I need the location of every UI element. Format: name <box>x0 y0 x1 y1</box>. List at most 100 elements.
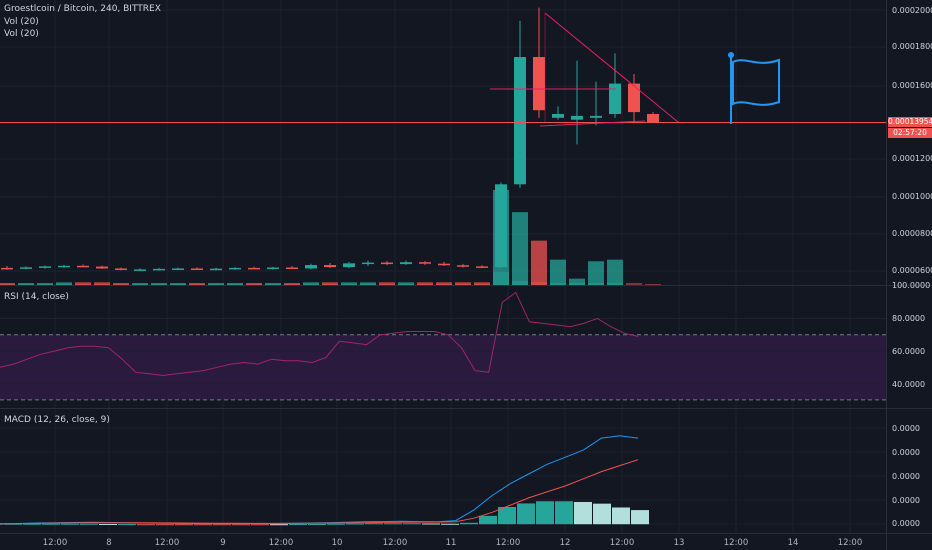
candle-body <box>343 263 355 268</box>
price-tick: 0.00010000 <box>892 192 932 201</box>
volume-bar-small <box>436 282 452 285</box>
volume-bar-small <box>18 283 34 285</box>
flag-icon <box>732 58 780 106</box>
macd-histogram-bar <box>327 523 345 525</box>
macd-histogram-bar <box>593 503 611 525</box>
macd-tick: 0.0000 <box>892 472 920 481</box>
time-tick: 14 <box>787 538 799 548</box>
candle-body <box>172 268 184 270</box>
candle-body <box>153 268 165 271</box>
volume-legend-1[interactable]: Vol (20) <box>4 17 39 27</box>
rsi-band <box>0 334 886 400</box>
volume-bar-small <box>607 283 623 285</box>
rsi-tick: 60.0000 <box>892 347 926 356</box>
candle-body <box>39 266 51 268</box>
candle-body <box>571 115 583 120</box>
macd-histogram-bar <box>175 524 193 526</box>
macd-histogram-bar <box>460 522 478 525</box>
macd-histogram-bar <box>61 523 79 525</box>
trendline <box>539 120 646 127</box>
candle-body <box>628 83 640 113</box>
price-tick: 0.00020000 <box>892 6 932 15</box>
volume-bar-small <box>303 282 319 285</box>
volume-bar-small <box>379 282 395 285</box>
candle-body <box>1 267 13 270</box>
candle-body <box>115 268 127 270</box>
macd-histogram-bar <box>441 523 459 525</box>
flag-icon <box>728 52 734 58</box>
volume-bar-small <box>208 283 224 285</box>
macd-histogram-bar <box>213 524 231 526</box>
time-tick: 11 <box>445 538 457 548</box>
macd-histogram-bar <box>517 503 535 525</box>
macd-tick: 0.0000 <box>892 496 920 505</box>
macd-histogram-bar <box>555 501 573 525</box>
macd-histogram-bar <box>403 523 421 525</box>
volume-bar-small <box>398 282 414 285</box>
time-tick: 12 <box>559 538 571 548</box>
macd-histogram-bar <box>346 523 364 525</box>
macd-histogram-bar <box>631 510 649 525</box>
symbol-title[interactable]: Groestlcoin / Bitcoin, 240, BITTREX <box>4 4 161 14</box>
time-tick: 13 <box>673 538 685 548</box>
macd-histogram-bar <box>4 523 22 525</box>
rsi-legend[interactable]: RSI (14, close) <box>4 292 69 302</box>
volume-bar <box>512 212 528 285</box>
macd-tick: 0.0000 <box>892 424 920 433</box>
volume-bar-small <box>151 283 167 285</box>
candle-body <box>134 269 146 271</box>
volume-legend-2[interactable]: Vol (20) <box>4 29 39 39</box>
volume-bar-small <box>56 282 72 285</box>
volume-bar-small <box>455 282 471 285</box>
candle-body <box>495 184 507 268</box>
candle-body <box>286 267 298 270</box>
macd-histogram-bar <box>194 524 212 526</box>
volume-bar-small <box>645 284 661 285</box>
candle-body <box>419 262 431 264</box>
price-tick: 0.00008000 <box>892 229 932 238</box>
volume-bar-small <box>94 282 110 285</box>
candle-body <box>20 267 32 269</box>
candle-body <box>381 262 393 265</box>
volume-bar-small <box>550 283 566 285</box>
macd-histogram-bar <box>308 523 326 525</box>
candle-body <box>362 262 374 265</box>
volume-bar-small <box>417 282 433 285</box>
macd-histogram-bar <box>365 523 383 525</box>
macd-legend[interactable]: MACD (12, 26, close, 9) <box>4 415 110 425</box>
volume-bar-small <box>569 283 585 285</box>
signal-line <box>0 459 639 525</box>
macd-histogram-bar <box>99 523 117 525</box>
candle-body <box>267 267 279 270</box>
volume-bar-small <box>37 283 53 285</box>
macd-histogram-bar <box>0 523 3 525</box>
volume-bar <box>588 261 604 285</box>
candle-body <box>96 266 108 269</box>
time-tick: 12:00 <box>837 538 863 548</box>
macd-histogram-bar <box>270 524 288 526</box>
countdown-tag: 02:57:20 <box>888 128 932 138</box>
macd-tick: 0.0000 <box>892 519 920 528</box>
volume-bar-small <box>512 281 528 285</box>
time-tick: 10 <box>331 538 343 548</box>
time-tick: 9 <box>220 538 226 548</box>
volume-bar-small <box>132 283 148 285</box>
candle-body <box>438 263 450 266</box>
candle-body <box>305 265 317 269</box>
price-tick: 0.00016000 <box>892 81 932 90</box>
volume-bar-small <box>75 282 91 285</box>
candle-body <box>609 83 621 114</box>
macd-histogram-bar <box>23 523 41 525</box>
candle-body <box>533 57 545 111</box>
macd-histogram-bar <box>574 501 592 525</box>
volume-bar-small <box>588 283 604 285</box>
candle-body <box>476 266 488 268</box>
candle-body <box>229 267 241 270</box>
volume-bar-small <box>0 283 15 285</box>
candle-body <box>647 114 659 123</box>
candle-body <box>514 57 526 185</box>
volume-bar-small <box>474 282 490 285</box>
rsi-tick: 80.0000 <box>892 314 926 323</box>
